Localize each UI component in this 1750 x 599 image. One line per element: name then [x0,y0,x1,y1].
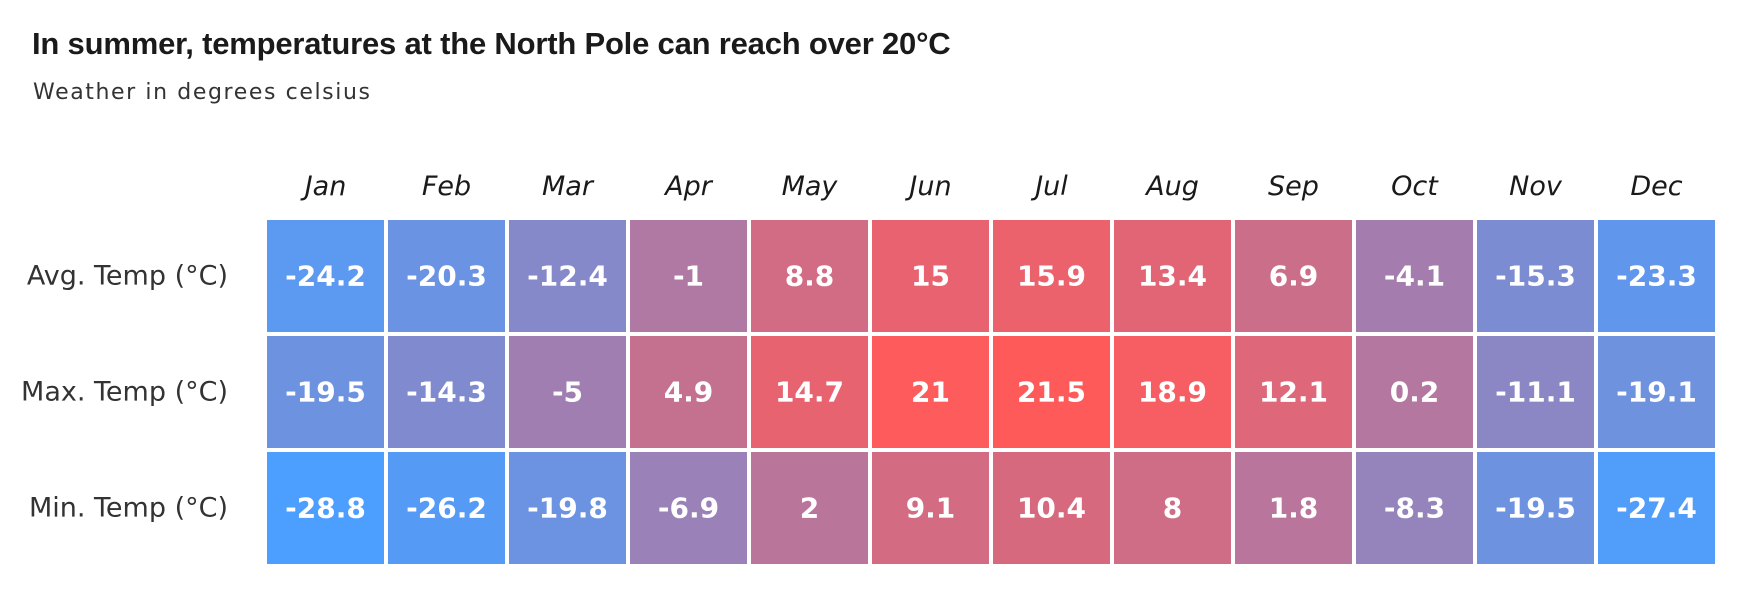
cell-value-label: -12.4 [527,260,608,293]
heatmap-cell [630,336,747,448]
heatmap-cell [751,220,868,332]
column-label-aug: Aug [1144,171,1199,202]
row-labels: Avg. Temp (°C) Max. Temp (°C) Min. Temp (°… [21,261,228,524]
cell-value-label: 18.9 [1138,376,1207,409]
heatmap-cell [751,336,868,448]
heatmap-cell [872,452,989,564]
heatmap-cell [509,220,626,332]
cell-value-label: 15.9 [1017,260,1086,293]
cell-value-label: -6.9 [658,492,719,525]
cell-value-label: -15.3 [1495,260,1576,293]
heatmap-cell [1235,336,1352,448]
column-label-feb: Feb [422,171,471,202]
cell-value-label: -27.4 [1616,492,1697,525]
heatmap-cell [1356,452,1473,564]
heatmap-cell [1356,336,1473,448]
heatmap-cell [1114,336,1231,448]
column-label-oct: Oct [1391,171,1439,202]
heatmap-cell [993,452,1110,564]
cell-value-label: -19.1 [1616,376,1697,409]
cell-value-label: 21 [911,376,950,409]
column-labels: Jan Feb Mar Apr May Jun Jul Aug Sep Oct Nov Dec [300,171,1683,202]
heatmap-cell [267,220,384,332]
chart-title: In summer, temperatures at the North Pol… [32,26,951,61]
column-label-apr: Apr [663,171,714,202]
column-label-may: May [782,171,839,202]
cell-value-label: 2 [800,492,819,525]
heatmap-cell [388,336,505,448]
cell-value-label: 13.4 [1138,260,1207,293]
cell-value-label: -26.2 [406,492,487,525]
heatmap-cell [993,336,1110,448]
heatmap-cell [1598,452,1715,564]
heatmap-cell [1356,220,1473,332]
cell-value-label: -24.2 [285,260,366,293]
cell-value-label: 8 [1163,492,1182,525]
cell-value-label: -20.3 [406,260,487,293]
heatmap-cell [1114,452,1231,564]
heatmap-cell [1477,336,1594,448]
cell-value-label: 12.1 [1259,376,1328,409]
cell-value-label: 0.2 [1390,376,1440,409]
cell-value-label: -5 [552,376,583,409]
cell-value-label: 14.7 [775,376,844,409]
heatmap-cell [1598,336,1715,448]
column-label-mar: Mar [542,171,595,202]
heatmap-cell [388,220,505,332]
heatmap-cell [872,220,989,332]
column-label-sep: Sep [1268,171,1319,202]
cell-value-label: -23.3 [1616,260,1697,293]
cell-value-label: 15 [911,260,950,293]
column-label-dec: Dec [1630,171,1682,202]
heatmap-cell [509,452,626,564]
heatmap-cell [1477,452,1594,564]
cell-value-label: 1.8 [1269,492,1319,525]
heatmap-cell [751,452,868,564]
chart-subtitle: Weather in degrees celsius [33,80,372,105]
cell-value-label: 21.5 [1017,376,1086,409]
cell-value-label: 4.9 [664,376,714,409]
heatmap-cell [1235,452,1352,564]
cell-value-label: 6.9 [1269,260,1319,293]
heatmap-cell [630,220,747,332]
row-label-0: Avg. Temp (°C) [27,261,228,292]
row-label-2: Min. Temp (°C) [29,493,228,524]
row-label-1: Max. Temp (°C) [21,377,228,408]
heatmap-cell [872,336,989,448]
cell-value-label: -14.3 [406,376,487,409]
column-label-jan: Jan [300,171,347,202]
cell-value-label: 9.1 [906,492,956,525]
column-label-nov: Nov [1509,171,1563,202]
heatmap-cell [630,452,747,564]
heatmap-cell [1598,220,1715,332]
heatmap-cell [388,452,505,564]
heatmap-cell [267,452,384,564]
column-label-jul: Jul [1030,171,1068,202]
cell-value-label: -19.8 [527,492,608,525]
heatmap-cell [1114,220,1231,332]
heatmap-cell [509,336,626,448]
column-label-jun: Jun [904,171,951,202]
cell-value-label: 8.8 [785,260,835,293]
heatmap-cell [993,220,1110,332]
heatmap-cell [1235,220,1352,332]
cell-value-label: -19.5 [285,376,366,409]
cell-value-label: -8.3 [1384,492,1445,525]
cell-value-label: -19.5 [1495,492,1576,525]
cell-value-label: 10.4 [1017,492,1086,525]
cell-value-label: -4.1 [1384,260,1445,293]
heatmap-cells: -24.2 -20.3 -12.4 -1 8.8 15 15.9 13.4 6.9 -4.1 -15… [267,220,1715,564]
cell-value-label: -1 [673,260,704,293]
heatmap-cell [267,336,384,448]
cell-value-label: -11.1 [1495,376,1576,409]
heatmap-cell [1477,220,1594,332]
cell-value-label: -28.8 [285,492,366,525]
